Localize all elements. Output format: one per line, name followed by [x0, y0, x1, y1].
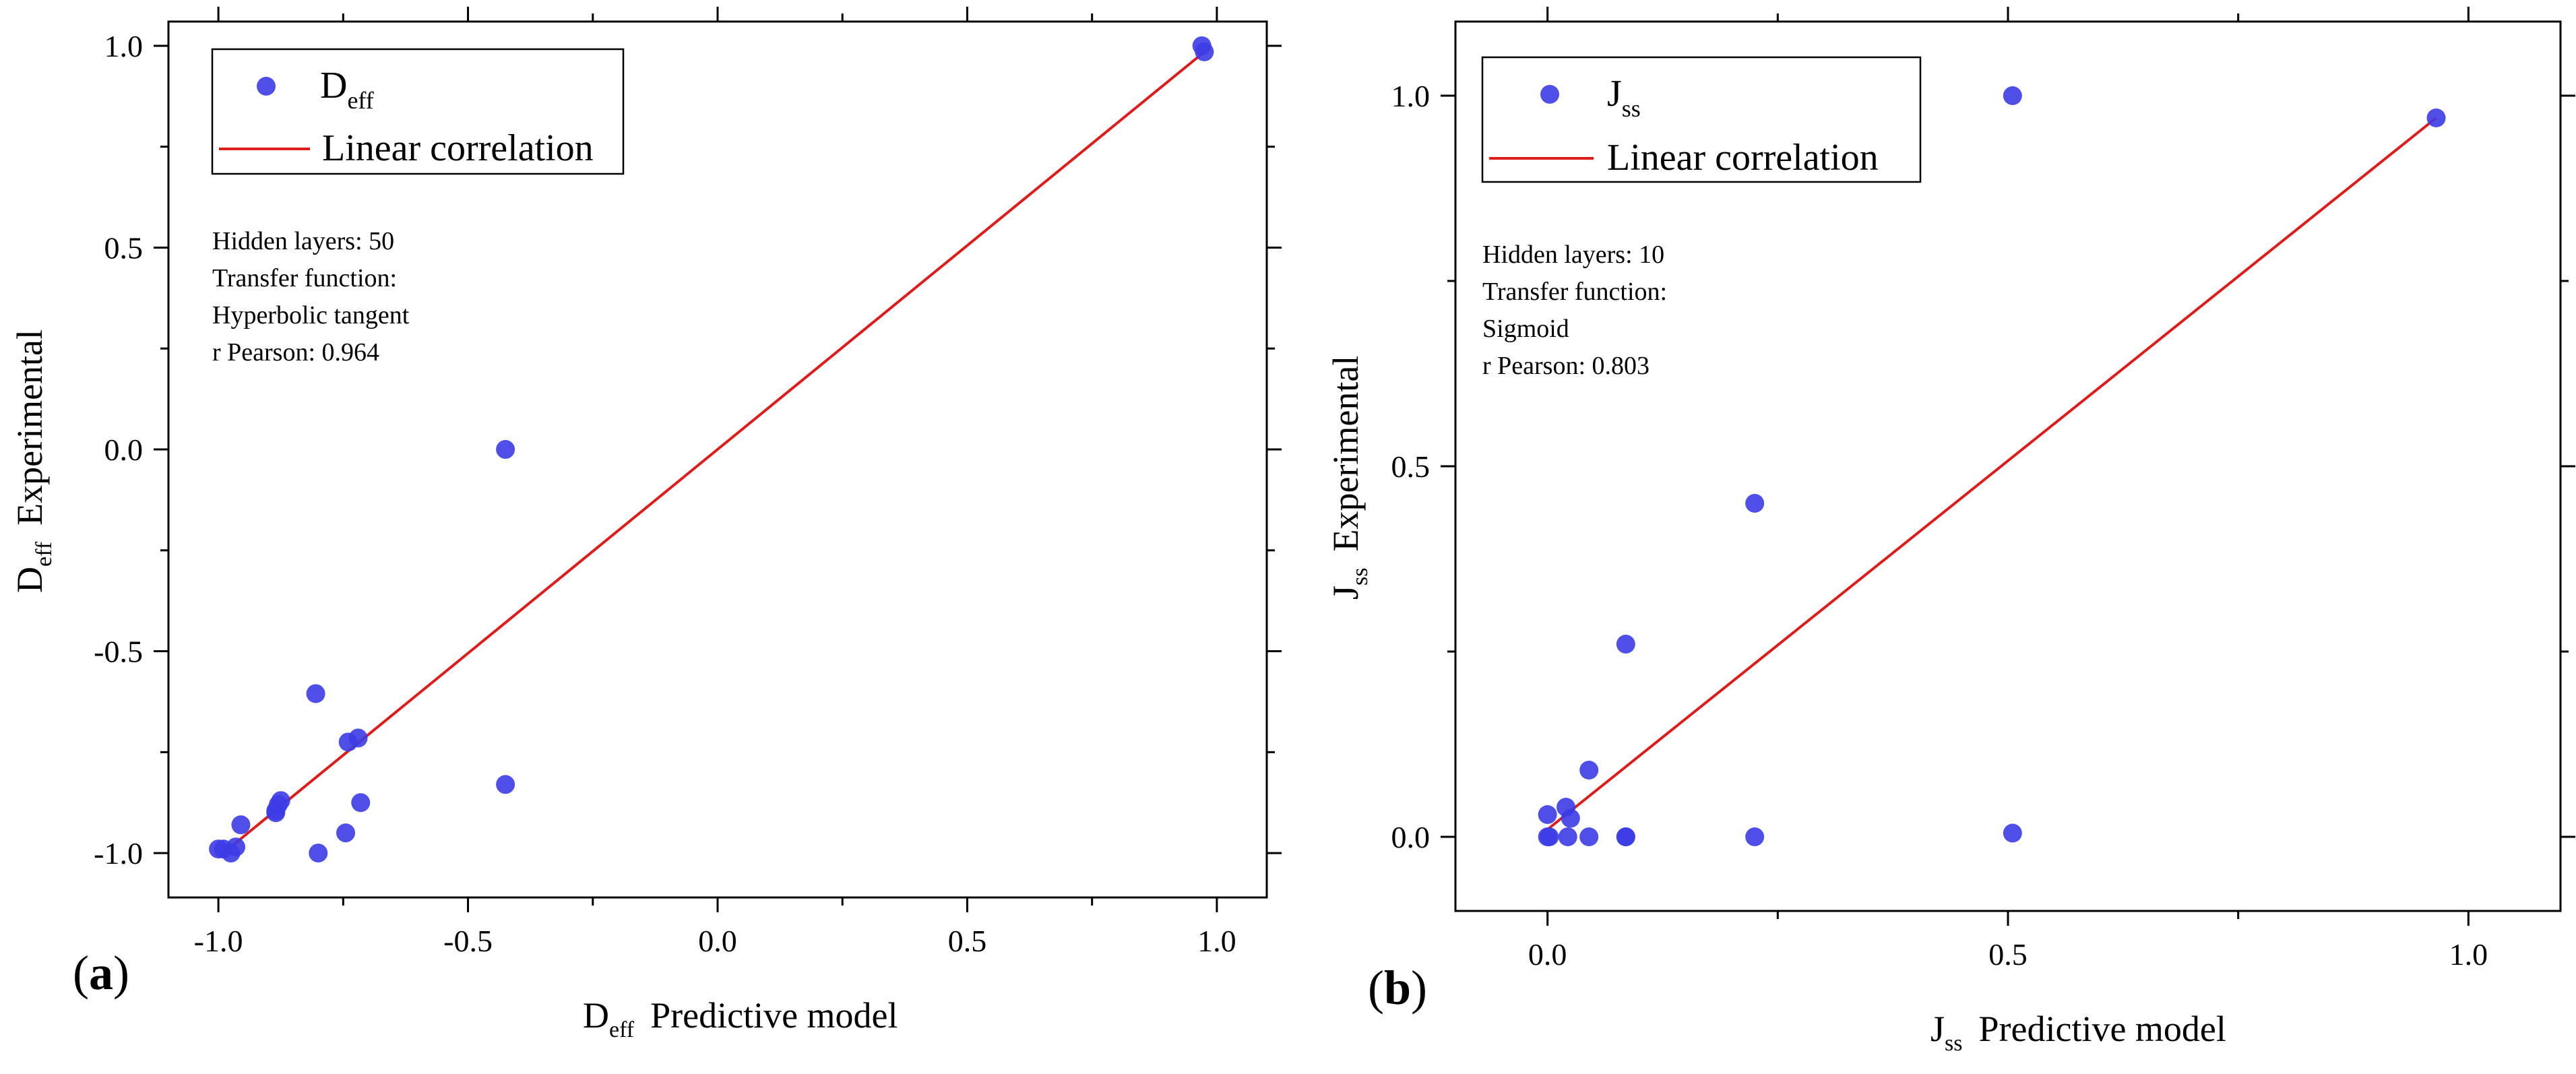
y-axis-title-b: JssExperimental [1325, 356, 1373, 600]
legend-series-label-a: Deff [320, 65, 374, 114]
legend-line-label-a: Linear correlation [322, 127, 594, 169]
annotation-line-4-b: r Pearson: 0.803 [1482, 352, 1650, 380]
data-point-a [226, 838, 246, 857]
tick-labels-b: 0.0 0.5 1.0 0.0 0.5 1.0 [1391, 79, 2488, 972]
data-point-a [309, 844, 328, 863]
legend-box-a [211, 48, 625, 175]
tick-labels-a: -1.0 -0.5 0.0 0.5 1.0 -1.0 -0.5 0.0 0.5 1.0 [94, 29, 1236, 958]
data-point-b [2426, 108, 2446, 127]
legend-marker-a [257, 77, 276, 96]
annotation-line-2-b: Transfer function: [1482, 278, 1667, 306]
data-point-b [1579, 827, 1599, 846]
data-point-b [1540, 827, 1559, 846]
data-point-a [351, 793, 371, 813]
legend-series-label-b: Jss [1607, 73, 1641, 122]
y-tick-label-b: 0.0 [1391, 820, 1431, 854]
y-tick-label-a: -0.5 [94, 635, 143, 669]
data-point-b [1745, 494, 1765, 513]
panel-b: 0.0 0.5 1.0 0.0 0.5 1.0 Jss Linear correlatio… [1325, 7, 2575, 1056]
x-tick-label-a: -0.5 [443, 924, 493, 958]
y-tick-label-a: 0.0 [104, 433, 144, 467]
data-point-b [1558, 827, 1577, 846]
points-b [1538, 86, 2446, 846]
annotation-line-4-a: r Pearson: 0.964 [212, 338, 379, 367]
y-tick-label-a: -1.0 [94, 836, 143, 871]
y-tick-label-a: 0.5 [104, 230, 144, 265]
data-point-a [306, 684, 325, 703]
annotation-line-2-a: Transfer function: [212, 264, 397, 292]
x-tick-label-a: 0.0 [698, 924, 737, 958]
fit-line-b [1546, 117, 2437, 831]
tick-marks-b [1441, 7, 2575, 926]
y-tick-label-b: 0.5 [1391, 449, 1431, 484]
data-point-b [1579, 761, 1599, 780]
legend-line-label-b: Linear correlation [1607, 137, 1879, 179]
y-tick-label-a: 1.0 [104, 29, 144, 63]
panel-a: -1.0 -0.5 0.0 0.5 1.0-1.0-0.50.00.51.0 Deff … [9, 7, 1282, 1042]
annotation-line-3-a: Hyperbolic tangent [212, 301, 410, 329]
data-point-b [2003, 823, 2022, 843]
data-point-a [271, 791, 290, 811]
tick-marks-a [154, 7, 1282, 912]
x-tick-label-a: 0.5 [948, 924, 987, 958]
linear-correlation-line-a [217, 51, 1205, 858]
data-point-a [496, 440, 515, 460]
x-tick-label-b: 0.0 [1528, 937, 1567, 972]
linear-correlation-line-b [1546, 117, 2437, 831]
x-axis-title-b: Jss Predictive model [1930, 1009, 2226, 1056]
y-tick-label-b: 1.0 [1391, 79, 1431, 113]
data-point-a [231, 815, 251, 835]
data-point-a [496, 775, 515, 794]
data-point-b [2003, 86, 2022, 105]
legend-box-b [1481, 56, 1922, 183]
legend-marker-b [1540, 85, 1559, 104]
points-a [209, 36, 1214, 863]
x-tick-label-b: 0.5 [1988, 937, 2028, 972]
x-tick-label-a: 1.0 [1197, 924, 1236, 958]
data-point-b [1745, 827, 1765, 846]
data-point-b [1538, 805, 1557, 824]
data-point-b [1616, 827, 1635, 846]
data-point-a [1195, 42, 1214, 61]
fit-line-a [217, 51, 1205, 858]
panel-label-a: (a) [73, 946, 129, 1000]
x-tick-label-b: 1.0 [2449, 937, 2488, 972]
annotation-line-1-a: Hidden layers: 50 [212, 227, 394, 255]
x-tick-label-a: -1.0 [194, 924, 243, 958]
data-point-a [348, 728, 368, 748]
x-axis-title-a: Deff Predictive model [583, 995, 898, 1042]
panel-label-b: (b) [1368, 961, 1427, 1015]
data-point-b [1616, 635, 1635, 654]
data-point-b [1561, 809, 1580, 828]
annotation-line-3-b: Sigmoid [1482, 315, 1569, 343]
annotation-line-1-b: Hidden layers: 10 [1482, 241, 1664, 269]
y-axis-title-a: DeffExperimental [9, 329, 57, 593]
data-point-a [336, 823, 356, 843]
